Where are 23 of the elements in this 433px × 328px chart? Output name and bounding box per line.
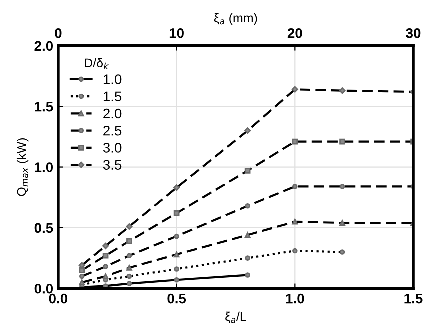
legend-label: 1.5 xyxy=(104,92,122,102)
x-tick-label: 1.5 xyxy=(404,294,423,304)
x2-tick-label: 20 xyxy=(288,28,302,38)
x-tick-label: 0.5 xyxy=(168,294,186,304)
legend-label: 1.0 xyxy=(104,74,122,84)
y-axis-title: Q$_{max}$ (kW) xyxy=(16,138,29,196)
x2-tick-label: 0 xyxy=(55,28,62,38)
x-tick-label: 0.0 xyxy=(49,294,68,304)
legend-label: 3.5 xyxy=(103,160,122,170)
x2-tick-label: 30 xyxy=(406,28,421,38)
x2-axis-title: ξ$_{a}$ (mm) xyxy=(214,13,258,26)
y-tick-label: 0.0 xyxy=(34,284,54,294)
x2-tick-label: 10 xyxy=(170,28,184,38)
x-axis-title: ξ$_{a}$/L xyxy=(226,312,246,324)
y-tick-label: 2.0 xyxy=(34,41,54,52)
x-tick-label: 1.0 xyxy=(286,294,304,304)
legend-label: 2.0 xyxy=(104,108,122,119)
y-tick-label: 1.0 xyxy=(35,162,54,172)
legend-label: 3.0 xyxy=(103,143,122,153)
y-tick-label: 0.5 xyxy=(34,223,54,234)
legend-label: 2.5 xyxy=(104,126,122,136)
y-tick-label: 1.5 xyxy=(35,102,54,112)
legend-title: D/δ$_{k}$ xyxy=(85,58,110,70)
